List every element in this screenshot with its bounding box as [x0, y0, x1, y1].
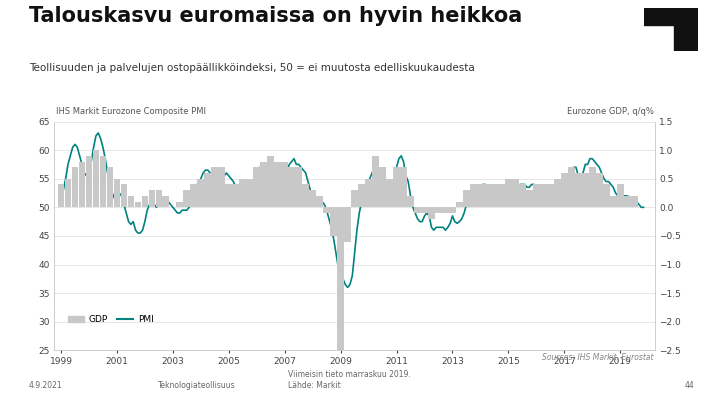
- Bar: [212, 167, 218, 207]
- Bar: [547, 184, 554, 207]
- Bar: [114, 179, 120, 207]
- Bar: [505, 179, 512, 207]
- Bar: [233, 184, 239, 207]
- Bar: [582, 173, 589, 207]
- Bar: [163, 196, 169, 207]
- Bar: [568, 167, 575, 207]
- Bar: [127, 196, 134, 207]
- Bar: [644, 8, 698, 25]
- Bar: [197, 179, 204, 207]
- Text: Sources: IHS Markit, Eurostat: Sources: IHS Markit, Eurostat: [542, 353, 654, 362]
- Bar: [519, 184, 526, 207]
- Bar: [120, 184, 127, 207]
- Text: IHS Markit Eurozone Composite PMI: IHS Markit Eurozone Composite PMI: [56, 107, 206, 116]
- Bar: [561, 173, 567, 207]
- Bar: [463, 190, 470, 207]
- Text: 4.9.2021: 4.9.2021: [29, 381, 63, 390]
- Bar: [512, 179, 518, 207]
- Bar: [261, 162, 267, 207]
- Bar: [107, 167, 113, 207]
- Bar: [449, 207, 456, 213]
- Bar: [408, 196, 414, 207]
- Bar: [58, 184, 64, 207]
- Bar: [379, 167, 386, 207]
- Text: Eurozone GDP, q/q%: Eurozone GDP, q/q%: [567, 107, 654, 116]
- Bar: [533, 184, 540, 207]
- Bar: [267, 156, 274, 207]
- Bar: [456, 202, 463, 207]
- Bar: [310, 190, 316, 207]
- Bar: [93, 150, 99, 207]
- Bar: [71, 167, 78, 207]
- Bar: [400, 167, 407, 207]
- Bar: [225, 184, 232, 207]
- Bar: [624, 196, 631, 207]
- Bar: [176, 202, 183, 207]
- Bar: [282, 162, 288, 207]
- Bar: [337, 207, 344, 350]
- Bar: [414, 207, 421, 213]
- Bar: [344, 207, 351, 242]
- Bar: [484, 184, 491, 207]
- Bar: [540, 184, 546, 207]
- Bar: [674, 23, 698, 51]
- Bar: [135, 202, 141, 207]
- Bar: [359, 184, 365, 207]
- Bar: [470, 184, 477, 207]
- Bar: [428, 207, 435, 219]
- Bar: [386, 179, 393, 207]
- Bar: [323, 207, 330, 213]
- Bar: [218, 167, 225, 207]
- Bar: [610, 196, 616, 207]
- Bar: [316, 196, 323, 207]
- Bar: [498, 184, 505, 207]
- Bar: [589, 167, 595, 207]
- Bar: [246, 179, 253, 207]
- Bar: [491, 184, 498, 207]
- Bar: [184, 190, 190, 207]
- Bar: [65, 179, 71, 207]
- Bar: [477, 184, 484, 207]
- Bar: [253, 167, 260, 207]
- Legend: GDP, PMI: GDP, PMI: [65, 311, 157, 328]
- Bar: [603, 184, 610, 207]
- Bar: [148, 190, 156, 207]
- Bar: [274, 162, 281, 207]
- Bar: [617, 184, 624, 207]
- Bar: [393, 167, 400, 207]
- Bar: [526, 190, 533, 207]
- Text: Talouskasvu euromaissa on hyvin heikkoa: Talouskasvu euromaissa on hyvin heikkoa: [29, 6, 522, 26]
- Bar: [554, 179, 561, 207]
- Bar: [442, 207, 449, 213]
- Bar: [365, 179, 372, 207]
- Text: 44: 44: [685, 381, 695, 390]
- Bar: [142, 196, 148, 207]
- Bar: [99, 156, 107, 207]
- Bar: [239, 179, 246, 207]
- Bar: [575, 173, 582, 207]
- Text: Teknologiateollisuus: Teknologiateollisuus: [158, 381, 236, 390]
- Bar: [156, 190, 162, 207]
- Bar: [191, 184, 197, 207]
- Bar: [596, 173, 603, 207]
- Bar: [78, 162, 85, 207]
- Bar: [302, 184, 309, 207]
- Bar: [351, 190, 358, 207]
- Bar: [330, 207, 337, 236]
- Bar: [288, 167, 295, 207]
- Text: Teollisuuden ja palvelujen ostopäällikköindeksi, 50 = ei muutosta edelliskuukaud: Teollisuuden ja palvelujen ostopäällikkö…: [29, 63, 474, 73]
- Bar: [372, 156, 379, 207]
- Bar: [295, 167, 302, 207]
- Bar: [435, 207, 442, 213]
- Text: Viimeisin tieto marraskuu 2019.
Lähde: Markit: Viimeisin tieto marraskuu 2019. Lähde: M…: [288, 370, 410, 390]
- Bar: [631, 196, 638, 207]
- Bar: [86, 156, 92, 207]
- Bar: [204, 173, 211, 207]
- Bar: [421, 207, 428, 213]
